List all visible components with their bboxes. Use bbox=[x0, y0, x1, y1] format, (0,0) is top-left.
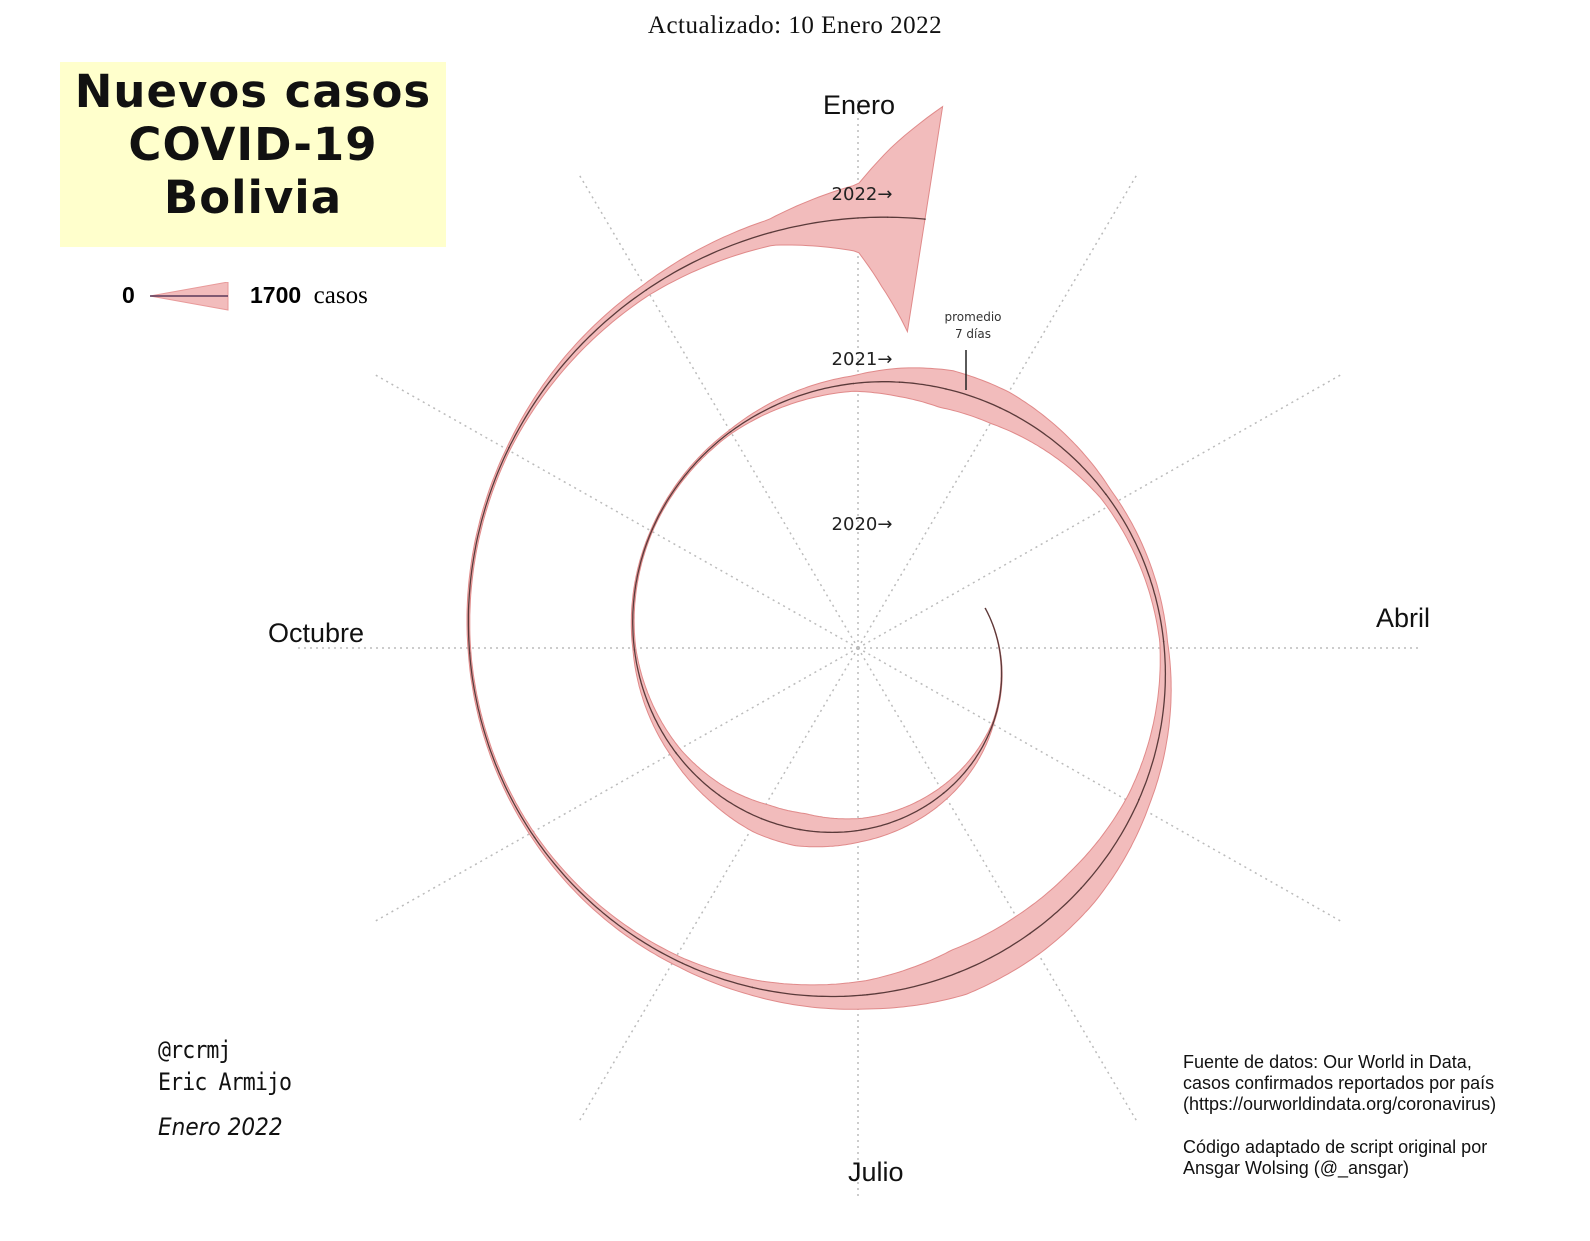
legend-max-unit: casos bbox=[313, 282, 368, 309]
data-point-19 bbox=[1029, 932, 1031, 935]
radial-grid bbox=[298, 99, 1418, 1197]
annotation-line-2: 7 días bbox=[955, 327, 991, 341]
title-box: Nuevos casos COVID-19 Bolivia bbox=[60, 62, 446, 247]
data-point-14 bbox=[999, 407, 1001, 409]
legend-min-label: 0 bbox=[122, 282, 135, 308]
source-line-5: Ansgar Wolsing (@_ansgar) bbox=[1183, 1158, 1410, 1178]
data-point-31 bbox=[924, 218, 926, 220]
data-point-27 bbox=[645, 289, 648, 291]
data-point-21 bbox=[866, 993, 868, 996]
data-point-5 bbox=[760, 817, 763, 820]
year-label-2020: 2020→ bbox=[832, 514, 893, 535]
legend-max-label: 1700 casos bbox=[250, 282, 368, 310]
data-point-8 bbox=[633, 649, 636, 651]
data-point-2 bbox=[942, 792, 945, 794]
month-label-octubre: Octubre bbox=[268, 618, 365, 648]
grid-line-8 bbox=[372, 647, 859, 924]
source-line-2: casos confirmados reportados por país bbox=[1183, 1073, 1495, 1093]
month-label-abril: Abril bbox=[1376, 603, 1431, 633]
data-point-20 bbox=[958, 971, 960, 974]
source-line-1: Fuente de datos: Our World in Data, bbox=[1183, 1052, 1472, 1072]
legend: 0 1700 casos bbox=[122, 282, 422, 322]
data-point-4 bbox=[799, 828, 801, 831]
cases-band bbox=[466, 105, 1172, 1010]
author-handle: @rcrmj bbox=[158, 1036, 232, 1064]
data-point-26 bbox=[508, 447, 510, 449]
grid-line-2 bbox=[857, 372, 1344, 649]
series-line bbox=[467, 216, 1167, 998]
updated-date: Actualizado: 10 Enero 2022 bbox=[647, 12, 943, 39]
source-line-4: Código adaptado de script original por bbox=[1183, 1137, 1488, 1157]
data-point-24 bbox=[533, 836, 536, 839]
data-point-1 bbox=[992, 722, 994, 724]
data-point-28 bbox=[770, 231, 772, 234]
data-point-18 bbox=[1080, 887, 1082, 889]
title-line-2: COVID-19 bbox=[128, 118, 378, 171]
grid-line-7 bbox=[577, 647, 859, 1124]
data-point-7 bbox=[675, 752, 677, 754]
series-band bbox=[466, 105, 1172, 1010]
data-point-12 bbox=[898, 381, 901, 384]
data-point-29 bbox=[857, 217, 859, 219]
author-name: Eric Armijo bbox=[158, 1068, 292, 1096]
year-labels: 2020→ 2021→ 2022→ bbox=[832, 184, 893, 535]
year-label-2022: 2022→ bbox=[832, 184, 893, 205]
data-point-30 bbox=[886, 216, 889, 218]
title-line-1: Nuevos casos bbox=[74, 65, 432, 118]
grid-line-10 bbox=[372, 372, 859, 649]
annotation: promedio 7 días bbox=[945, 310, 1002, 390]
author-date: Enero 2022 bbox=[158, 1113, 283, 1141]
source-line-3: (https://ourworldindata.org/coronavirus) bbox=[1183, 1094, 1497, 1114]
data-point-6 bbox=[718, 794, 721, 797]
title-line-3: Bolivia bbox=[163, 171, 343, 224]
grid-line-11 bbox=[577, 172, 859, 649]
annotation-line-1: promedio bbox=[945, 310, 1002, 324]
data-point-13 bbox=[945, 388, 947, 390]
data-point-9 bbox=[651, 528, 654, 531]
data-point-22 bbox=[751, 986, 754, 989]
data-point-3 bbox=[860, 829, 862, 831]
data-point-11 bbox=[852, 382, 855, 385]
data-point-10 bbox=[729, 430, 732, 433]
month-label-julio: Julio bbox=[848, 1157, 904, 1187]
data-point-15 bbox=[1105, 493, 1107, 496]
grid-line-5 bbox=[857, 647, 1139, 1124]
data-point-23 bbox=[681, 962, 684, 965]
legend-wedge bbox=[150, 282, 229, 311]
month-label-enero: Enero bbox=[823, 90, 896, 120]
data-point-0 bbox=[984, 607, 987, 610]
data-point-25 bbox=[468, 652, 471, 654]
data-point-17 bbox=[1138, 798, 1140, 801]
year-label-2021: 2021→ bbox=[832, 349, 893, 370]
legend-max-number: 1700 bbox=[250, 282, 302, 308]
grid-line-1 bbox=[857, 172, 1139, 649]
data-point-16 bbox=[1162, 640, 1165, 643]
